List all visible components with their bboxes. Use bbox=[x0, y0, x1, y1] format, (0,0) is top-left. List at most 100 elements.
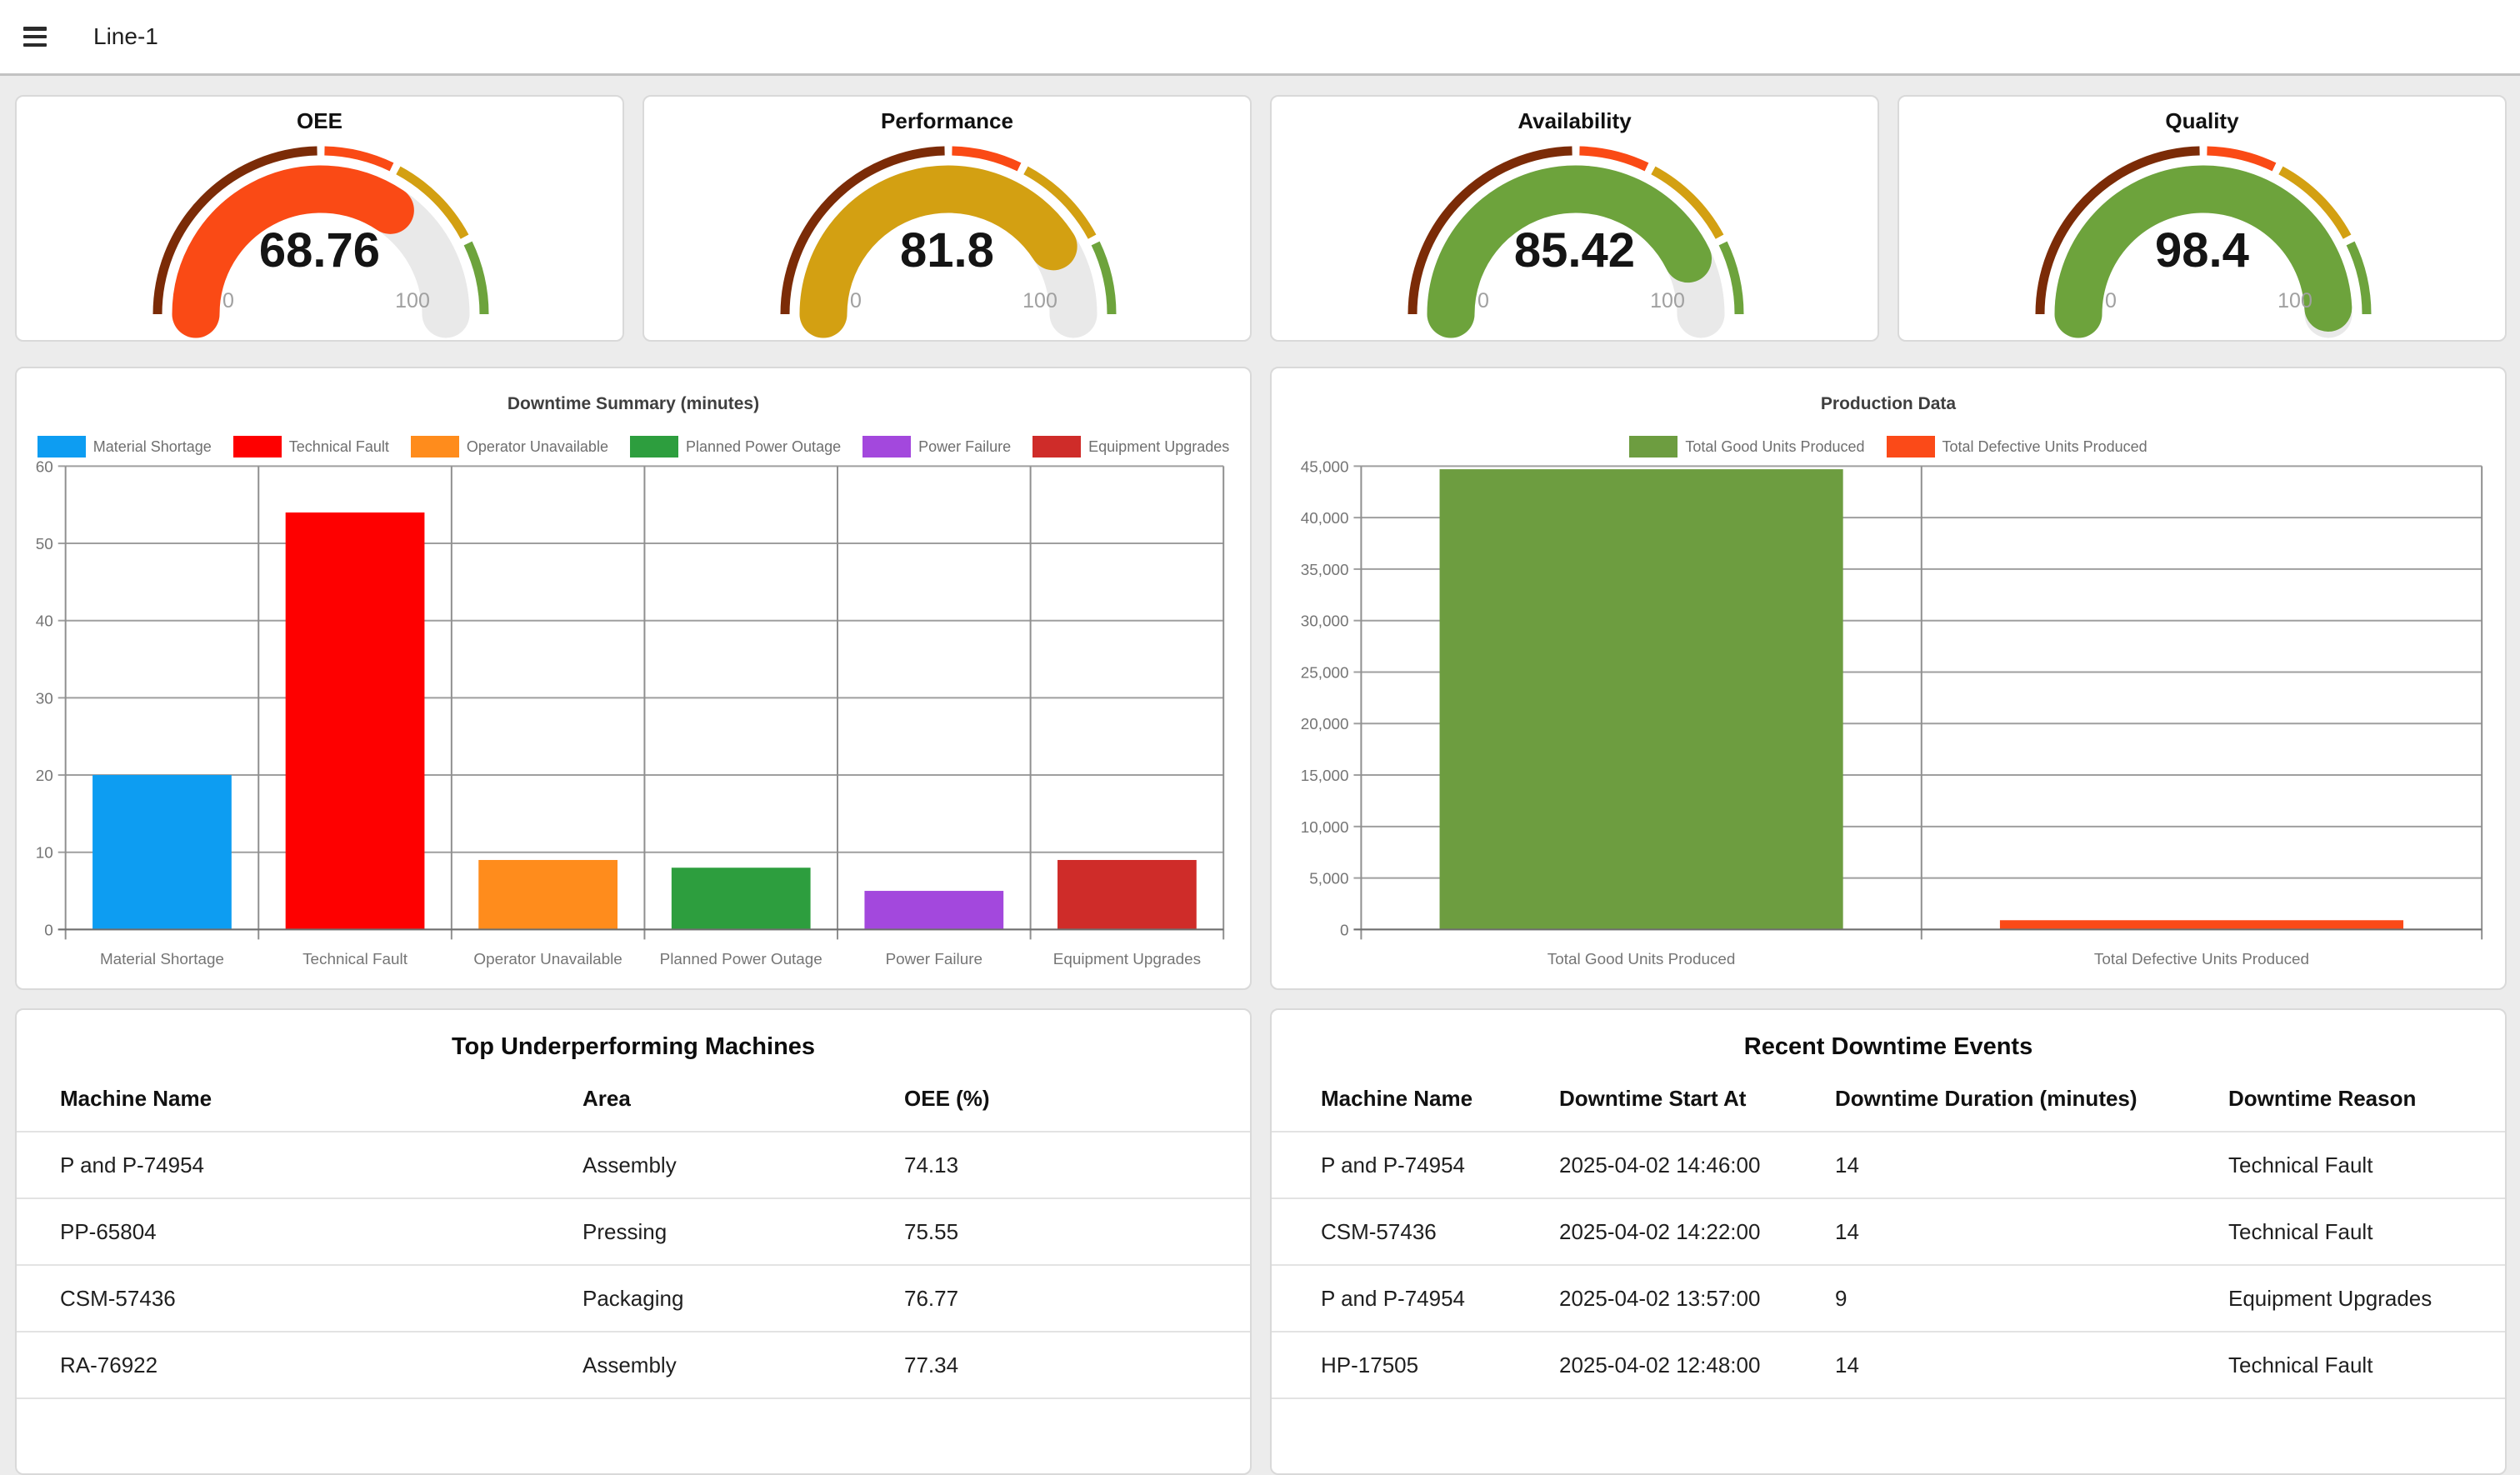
y-axis-label: 40,000 bbox=[1301, 510, 1349, 528]
y-axis-label: 20 bbox=[36, 768, 53, 785]
gauge-arc: 0 100 bbox=[152, 146, 489, 338]
gauge-band bbox=[152, 146, 318, 315]
table-cell: P and P-74954 bbox=[60, 1152, 204, 1178]
table-header-cell: Machine Name bbox=[60, 1086, 212, 1111]
y-axis-label: 0 bbox=[1340, 922, 1349, 939]
legend-label: Power Failure bbox=[918, 438, 1012, 455]
legend-item-planned-power-outage: Planned Power Outage bbox=[629, 436, 842, 458]
legend-item-equipment-upgrades: Equipment Upgrades bbox=[1032, 436, 1229, 458]
bar-power-failure bbox=[864, 891, 1004, 930]
legend-swatch bbox=[232, 436, 282, 458]
gauge-value: 81.8 bbox=[900, 223, 994, 278]
table-cell: Packaging bbox=[582, 1285, 684, 1311]
gauge-title: Quality bbox=[2165, 108, 2239, 133]
y-axis-label: 30 bbox=[36, 690, 53, 708]
bar-chart-plot: 0 10 20 30 40 50 60 Material Shortage Technical … bbox=[36, 458, 1225, 968]
table-cell: 74.13 bbox=[904, 1152, 959, 1178]
gauge-band bbox=[463, 241, 489, 315]
legend-swatch bbox=[862, 436, 912, 458]
hamburger-menu-icon bbox=[23, 42, 47, 47]
hamburger-menu-icon bbox=[23, 34, 47, 39]
table-cell: PP-65804 bbox=[60, 1218, 157, 1244]
chart-legend: Total Good Units Produced Total Defective… bbox=[1272, 436, 2505, 458]
table-row: CSM-57436 Packaging 76.77 bbox=[17, 1266, 1250, 1332]
gauge-band bbox=[1651, 166, 1724, 239]
gauge-card-oee: OEE 0 100 68.76 bbox=[15, 95, 624, 342]
y-axis-label: 10,000 bbox=[1301, 819, 1349, 837]
table-header-cell: Downtime Duration (minutes) bbox=[1835, 1086, 2138, 1111]
gauge-value: 68.76 bbox=[258, 223, 381, 278]
downtime-summary-chart-card: Downtime Summary (minutes) Material Shor… bbox=[15, 367, 1252, 990]
legend-item-power-failure: Power Failure bbox=[862, 436, 1011, 458]
y-axis-label: 35,000 bbox=[1301, 562, 1349, 579]
production-data-chart-card: Production Data Total Good Units Produce… bbox=[1270, 367, 2507, 990]
legend-swatch bbox=[1886, 436, 1935, 458]
table-header-cell: Downtime Reason bbox=[2228, 1086, 2417, 1111]
table-cell: 76.77 bbox=[904, 1285, 959, 1311]
table-cell: Assembly bbox=[582, 1152, 677, 1178]
table-cell: 2025-04-02 14:46:00 bbox=[1559, 1152, 1761, 1178]
gauge-max-label: 100 bbox=[1022, 289, 1058, 312]
y-axis-label: 40 bbox=[36, 613, 53, 631]
gauge-band bbox=[952, 146, 1022, 172]
y-axis-label: 50 bbox=[36, 536, 53, 553]
gauge-card-quality: Quality 0 100 98.4 bbox=[1898, 95, 2507, 342]
bar-total-good-units-produced bbox=[1439, 469, 1843, 930]
gauge-card-performance: Performance 0 100 81.8 bbox=[642, 95, 1252, 342]
legend-label: Planned Power Outage bbox=[685, 438, 842, 455]
gauge-value-arc bbox=[1427, 165, 1712, 338]
chart-title: Downtime Summary (minutes) bbox=[507, 394, 760, 413]
legend-swatch bbox=[1629, 436, 1678, 458]
legend-swatch bbox=[1032, 436, 1082, 458]
table-header-cell: Downtime Start At bbox=[1559, 1086, 1747, 1111]
top-bar: Line-1 bbox=[0, 0, 2520, 76]
legend-item-total-good-units-produced: Total Good Units Produced bbox=[1629, 436, 1865, 458]
table-header-cell: OEE (%) bbox=[904, 1086, 990, 1111]
gauge-max-label: 100 bbox=[395, 289, 430, 312]
table-body: P and P-74954 2025-04-02 14:46:00 14 Techni… bbox=[1272, 1132, 2505, 1399]
gauge-band bbox=[1091, 241, 1117, 315]
legend-swatch bbox=[629, 436, 678, 458]
table-row: P and P-74954 2025-04-02 14:46:00 14 Techni… bbox=[1272, 1132, 2505, 1199]
y-axis-label: 30,000 bbox=[1301, 613, 1349, 631]
gauge-arc: 0 100 bbox=[1408, 146, 1744, 338]
hamburger-menu-icon bbox=[23, 27, 47, 31]
menu-button[interactable] bbox=[23, 27, 48, 47]
gauge-band bbox=[1408, 146, 1572, 315]
y-axis-label: 45,000 bbox=[1301, 458, 1349, 476]
gauge-band bbox=[2207, 146, 2277, 172]
table-cell: 2025-04-02 14:22:00 bbox=[1559, 1218, 1761, 1244]
table-cell: 75.55 bbox=[904, 1218, 959, 1244]
table-cell: 9 bbox=[1835, 1285, 1848, 1311]
y-axis-label: 25,000 bbox=[1301, 664, 1349, 682]
table-cell: Assembly bbox=[582, 1352, 677, 1378]
gauge-card-availability: Availability 0 100 85.42 bbox=[1270, 95, 1879, 342]
gauge-band bbox=[780, 146, 945, 315]
y-axis-label: 10 bbox=[36, 845, 53, 862]
legend-swatch bbox=[37, 436, 86, 458]
chart-title: Production Data bbox=[1820, 394, 1957, 413]
legend-label: Operator Unavailable bbox=[466, 438, 608, 455]
table-cell: 14 bbox=[1835, 1218, 1859, 1244]
x-axis-label: Total Good Units Produced bbox=[1548, 951, 1736, 968]
bar-technical-fault bbox=[285, 512, 425, 930]
chart-legend: Material Shortage Technical Fault Operator… bbox=[17, 436, 1250, 458]
table-cell: P and P-74954 bbox=[1321, 1152, 1465, 1178]
bar-material-shortage bbox=[92, 775, 232, 930]
gauge-band bbox=[396, 166, 469, 239]
table-row: RA-76922 Assembly 77.34 bbox=[17, 1332, 1250, 1399]
gauge-min-label: 0 bbox=[2105, 289, 2117, 312]
legend-label: Equipment Upgrades bbox=[1088, 438, 1230, 455]
gauge-max-label: 100 bbox=[2278, 289, 2312, 312]
recent-downtime-events-table-card: Recent Downtime Events Machine Name Downt… bbox=[1270, 1008, 2507, 1475]
gauge-value: 85.42 bbox=[1513, 223, 1636, 278]
table-cell: Technical Fault bbox=[2228, 1218, 2373, 1244]
gauge-arc: 0 100 bbox=[780, 146, 1117, 338]
legend-item-technical-fault: Technical Fault bbox=[232, 436, 389, 458]
x-axis-label: Total Defective Units Produced bbox=[2094, 951, 2309, 968]
table-cell: 14 bbox=[1835, 1352, 1859, 1378]
legend-label: Technical Fault bbox=[288, 438, 389, 455]
gauge-band bbox=[2035, 146, 2200, 315]
gauge-min-label: 0 bbox=[1478, 289, 1489, 312]
table-cell: HP-17505 bbox=[1321, 1352, 1419, 1378]
